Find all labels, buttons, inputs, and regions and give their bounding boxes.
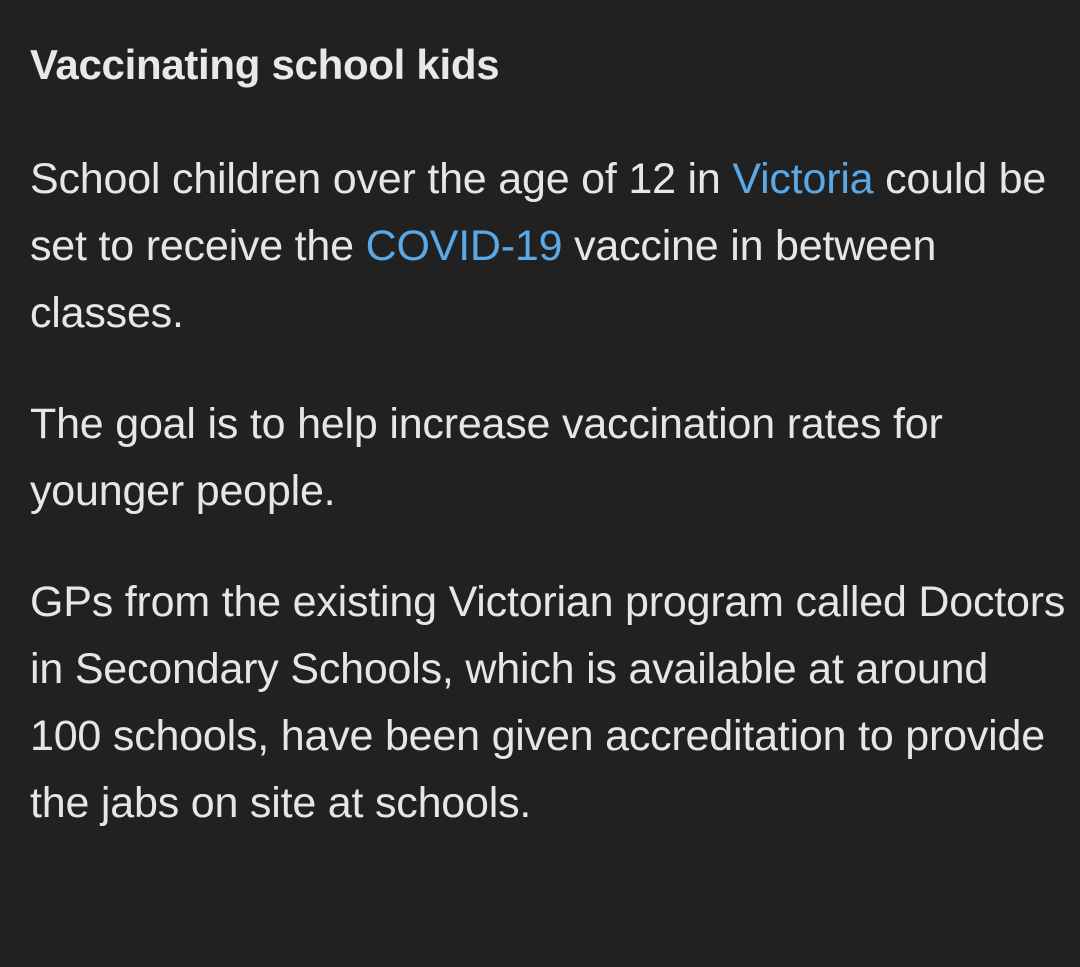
paragraph-text: vaccine in between classes. <box>30 222 937 337</box>
paragraph-intro: School children over the age of 12 in Vi… <box>30 146 1070 347</box>
paragraph-goal: The goal is to help increase vaccination… <box>30 400 943 515</box>
paragraph-text: School children over the age of 12 in <box>30 155 733 203</box>
victoria-link[interactable]: Victoria <box>732 155 874 203</box>
section-heading: Vaccinating school kids <box>30 41 500 88</box>
paragraph-gps: GPs from the existing Victorian program … <box>30 578 1066 827</box>
paragraph-text: could be set to receive the <box>30 155 1047 270</box>
article-body: Vaccinating school kids School children … <box>30 36 1070 837</box>
covid-19-link[interactable]: COVID-19 <box>365 222 563 270</box>
